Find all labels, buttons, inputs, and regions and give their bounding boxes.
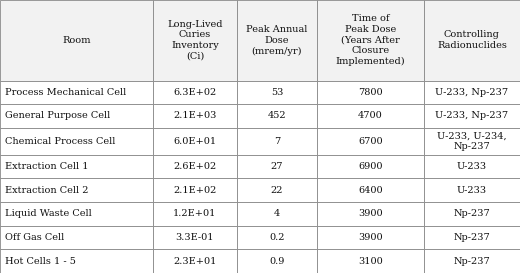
- Text: Controlling
Radionuclides: Controlling Radionuclides: [437, 30, 507, 50]
- Text: Np-237: Np-237: [453, 233, 490, 242]
- Bar: [424, 81, 520, 104]
- Text: 7800: 7800: [358, 88, 383, 97]
- Bar: [424, 179, 520, 202]
- Text: Np-237: Np-237: [453, 257, 490, 266]
- Text: 53: 53: [271, 88, 283, 97]
- Text: 22: 22: [270, 186, 283, 195]
- Bar: [424, 128, 520, 155]
- Bar: [237, 226, 317, 249]
- Text: 2.3E+01: 2.3E+01: [173, 257, 217, 266]
- Bar: [317, 81, 424, 104]
- Bar: [237, 128, 317, 155]
- Bar: [317, 128, 424, 155]
- Text: 6700: 6700: [358, 137, 383, 146]
- Bar: [317, 104, 424, 128]
- Text: 1.2E+01: 1.2E+01: [173, 209, 217, 218]
- Text: Extraction Cell 2: Extraction Cell 2: [5, 186, 89, 195]
- Bar: [237, 104, 317, 128]
- Text: 6400: 6400: [358, 186, 383, 195]
- Bar: [0, 249, 153, 273]
- Bar: [153, 249, 237, 273]
- Bar: [153, 155, 237, 179]
- Text: 6.3E+02: 6.3E+02: [173, 88, 217, 97]
- Text: 4: 4: [274, 209, 280, 218]
- Bar: [424, 155, 520, 179]
- Text: U-233, Np-237: U-233, Np-237: [435, 111, 509, 120]
- Text: Liquid Waste Cell: Liquid Waste Cell: [5, 209, 92, 218]
- Bar: [153, 128, 237, 155]
- Bar: [424, 0, 520, 81]
- Bar: [0, 202, 153, 226]
- Bar: [0, 179, 153, 202]
- Bar: [0, 128, 153, 155]
- Text: 2.6E+02: 2.6E+02: [173, 162, 217, 171]
- Text: 2.1E+03: 2.1E+03: [173, 111, 217, 120]
- Text: U-233: U-233: [457, 162, 487, 171]
- Bar: [153, 0, 237, 81]
- Bar: [317, 0, 424, 81]
- Bar: [237, 155, 317, 179]
- Bar: [0, 104, 153, 128]
- Text: 6900: 6900: [358, 162, 383, 171]
- Bar: [153, 179, 237, 202]
- Text: 3900: 3900: [358, 209, 383, 218]
- Bar: [317, 155, 424, 179]
- Text: 0.2: 0.2: [269, 233, 284, 242]
- Bar: [424, 226, 520, 249]
- Bar: [424, 104, 520, 128]
- Bar: [237, 249, 317, 273]
- Text: Process Mechanical Cell: Process Mechanical Cell: [5, 88, 126, 97]
- Text: U-233, U-234,
Np-237: U-233, U-234, Np-237: [437, 132, 506, 151]
- Text: 3900: 3900: [358, 233, 383, 242]
- Bar: [237, 202, 317, 226]
- Text: Time of
Peak Dose
(Years After
Closure
Implemented): Time of Peak Dose (Years After Closure I…: [336, 14, 405, 66]
- Bar: [424, 249, 520, 273]
- Text: 3100: 3100: [358, 257, 383, 266]
- Text: 4700: 4700: [358, 111, 383, 120]
- Bar: [153, 81, 237, 104]
- Bar: [237, 0, 317, 81]
- Bar: [237, 179, 317, 202]
- Text: U-233: U-233: [457, 186, 487, 195]
- Text: 452: 452: [268, 111, 286, 120]
- Bar: [0, 0, 153, 81]
- Text: General Purpose Cell: General Purpose Cell: [5, 111, 110, 120]
- Text: 27: 27: [270, 162, 283, 171]
- Text: Long-Lived
Curies
Inventory
(Ci): Long-Lived Curies Inventory (Ci): [167, 20, 223, 61]
- Bar: [153, 226, 237, 249]
- Text: U-233, Np-237: U-233, Np-237: [435, 88, 509, 97]
- Text: Extraction Cell 1: Extraction Cell 1: [5, 162, 89, 171]
- Text: 0.9: 0.9: [269, 257, 284, 266]
- Text: Np-237: Np-237: [453, 209, 490, 218]
- Bar: [424, 202, 520, 226]
- Bar: [317, 179, 424, 202]
- Bar: [153, 202, 237, 226]
- Bar: [153, 104, 237, 128]
- Text: Chemical Process Cell: Chemical Process Cell: [5, 137, 115, 146]
- Bar: [0, 81, 153, 104]
- Bar: [0, 226, 153, 249]
- Bar: [237, 81, 317, 104]
- Bar: [317, 249, 424, 273]
- Text: 7: 7: [274, 137, 280, 146]
- Bar: [317, 202, 424, 226]
- Text: 2.1E+02: 2.1E+02: [173, 186, 217, 195]
- Text: Room: Room: [62, 36, 91, 45]
- Text: Off Gas Cell: Off Gas Cell: [5, 233, 64, 242]
- Text: Hot Cells 1 - 5: Hot Cells 1 - 5: [5, 257, 76, 266]
- Text: Peak Annual
Dose
(mrem/yr): Peak Annual Dose (mrem/yr): [246, 25, 308, 56]
- Text: 6.0E+01: 6.0E+01: [174, 137, 216, 146]
- Bar: [317, 226, 424, 249]
- Text: 3.3E-01: 3.3E-01: [176, 233, 214, 242]
- Bar: [0, 155, 153, 179]
